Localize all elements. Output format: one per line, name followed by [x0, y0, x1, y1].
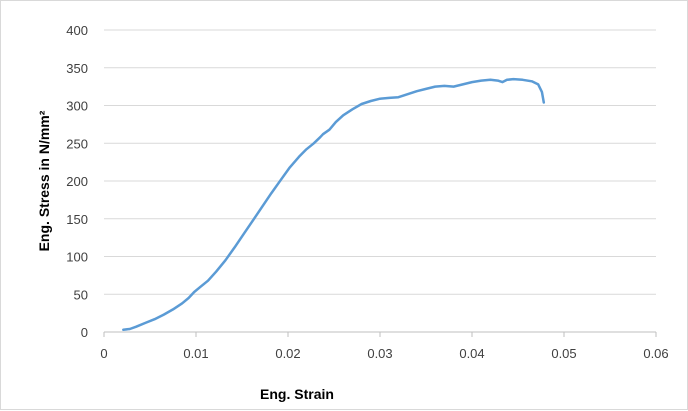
y-tick-label: 0	[81, 325, 88, 340]
x-tick-label: 0.01	[183, 346, 208, 361]
x-tick-label: 0.06	[643, 346, 668, 361]
x-tick-label: 0.03	[367, 346, 392, 361]
y-tick-label: 250	[66, 136, 88, 151]
y-tick-label: 200	[66, 174, 88, 189]
y-tick-label: 400	[66, 23, 88, 38]
y-tick-label: 350	[66, 61, 88, 76]
x-axis-ticks: 0 0.01 0.02 0.03 0.04 0.05 0.06	[100, 332, 669, 361]
stress-strain-series-line	[122, 77, 546, 331]
x-tick-label: 0	[100, 346, 107, 361]
y-tick-label: 100	[66, 250, 88, 265]
y-axis-ticks: 0 50 100 150 200 250 300 350 400	[66, 23, 88, 340]
x-tick-label: 0.05	[551, 346, 576, 361]
x-tick-label: 0.02	[275, 346, 300, 361]
y-axis-title: Eng. Stress in N/mm²	[36, 110, 52, 251]
y-tick-label: 150	[66, 212, 88, 227]
x-axis-title: Eng. Strain	[260, 386, 334, 402]
gridlines	[104, 29, 656, 295]
y-tick-label: 300	[66, 99, 88, 114]
y-tick-label: 50	[74, 287, 88, 302]
x-tick-label: 0.04	[459, 346, 484, 361]
